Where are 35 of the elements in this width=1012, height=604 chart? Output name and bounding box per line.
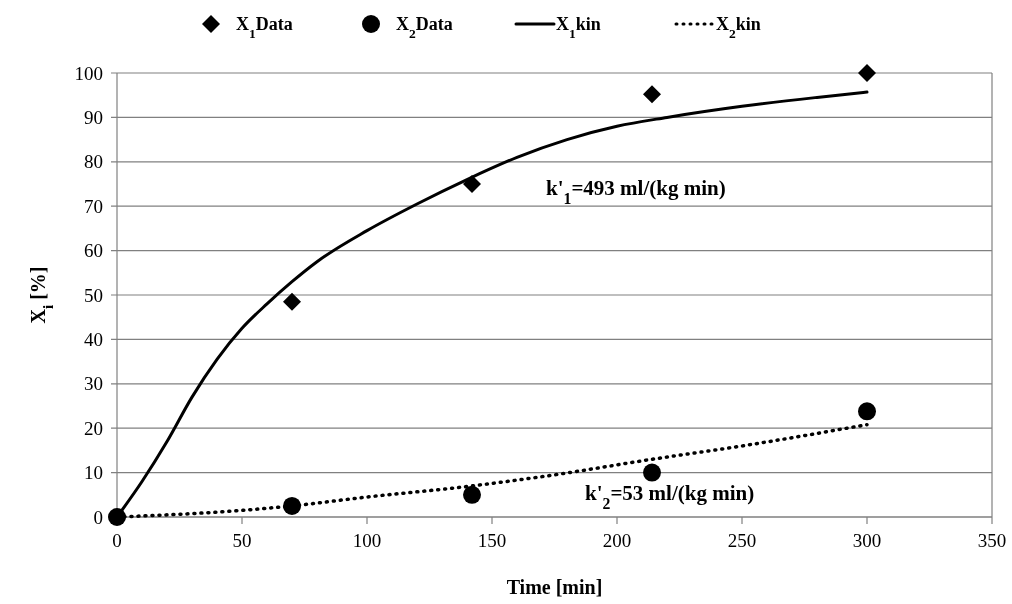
point <box>643 85 661 104</box>
y-tick-label: 40 <box>84 329 103 351</box>
point <box>858 402 876 421</box>
y-tick-label: 50 <box>84 284 103 306</box>
x-tick-label: 250 <box>727 530 757 551</box>
x-tick-label: 0 <box>112 530 122 551</box>
legend-label: X$_{1}$Data <box>236 14 293 41</box>
point <box>858 64 876 82</box>
x-tick-label: 300 <box>852 530 882 551</box>
x-axis-title: Time [min] <box>506 576 603 598</box>
y-tick-label: 0 <box>93 506 103 528</box>
x-tick-label: 150 <box>477 530 507 551</box>
point <box>463 175 481 193</box>
point <box>283 496 301 515</box>
y-tick-label: 80 <box>84 151 103 173</box>
y-tick-label: 30 <box>84 373 103 395</box>
y-tick-label: 70 <box>84 195 103 217</box>
point <box>643 463 661 482</box>
y-tick-label: 90 <box>84 107 103 129</box>
x-tick-label: 50 <box>232 530 252 551</box>
x-tick-label: 200 <box>602 530 632 551</box>
y-tick-label: 10 <box>84 462 103 484</box>
x-tick-label: 350 <box>977 530 1007 551</box>
annotation: k'$_{1}$=493 ml/(kg min) <box>546 176 726 207</box>
point <box>283 292 301 311</box>
x-tick-label: 100 <box>352 530 382 551</box>
y-tick-label: 20 <box>84 417 103 439</box>
point <box>463 485 481 504</box>
legend-label: X$_{1}$kin <box>556 14 601 41</box>
y-tick-label: 100 <box>74 62 103 84</box>
legend-label: X$_{2}$Data <box>396 14 453 41</box>
annotation: k'$_{2}$=53 ml/(kg min) <box>585 481 755 512</box>
y-tick-label: 60 <box>84 240 103 262</box>
point <box>108 508 126 526</box>
legend-label: X$_{2}$kin <box>716 14 761 41</box>
